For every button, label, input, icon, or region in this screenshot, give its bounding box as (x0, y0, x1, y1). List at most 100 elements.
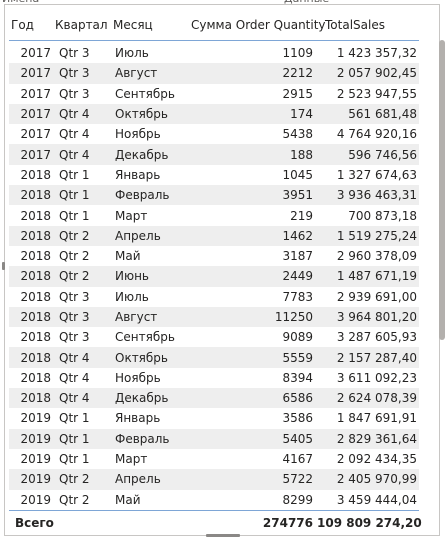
cell-quarter: Qtr 2 (53, 469, 111, 490)
cell-order-quantity: 3951 (191, 185, 315, 206)
cell-total-sales: 1 327 674,63 (336, 167, 417, 182)
cell-order-quantity: 3586 (282, 411, 313, 426)
cell-quarter: Qtr 4 (53, 388, 111, 409)
cell-order-quantity: 5405 (191, 428, 315, 449)
table-row[interactable]: 2018 Qtr 4 Октябрь 5559 2 157 287,40 (9, 347, 419, 368)
cell-year: 2018 (9, 185, 53, 206)
table-row[interactable]: 2018 Qtr 1 Март 219 700 873,18 (9, 205, 419, 225)
cell-quarter: Qtr 2 (53, 225, 111, 246)
cell-month: Август (111, 306, 191, 328)
table-row[interactable]: 2018 Qtr 2 Июнь 2449 1 487 671,19 (9, 266, 419, 287)
cell-total-sales: 2 624 078,39 (315, 388, 419, 409)
cell-total-sales: 2 057 902,45 (315, 63, 419, 84)
vertical-scrollbar[interactable] (439, 40, 445, 340)
cell-month: Декабрь (111, 388, 191, 409)
cell-month: Ноябрь (115, 127, 161, 142)
cell-year: 2018 (9, 388, 53, 409)
cell-year: 2017 (9, 144, 53, 165)
cell-total-sales: 700 873,18 (348, 208, 417, 223)
cell-month: Март (115, 452, 148, 467)
table-row[interactable]: 2018 Qtr 2 Апрель 1462 1 519 275,24 (9, 225, 419, 246)
cell-quarter: Qtr 3 (59, 289, 90, 304)
cell-quarter: Qtr 1 (59, 411, 90, 426)
table-row[interactable]: 2018 Qtr 1 Январь 1045 1 327 674,63 (9, 165, 419, 185)
cell-total-sales: 3 964 801,20 (315, 306, 419, 328)
table-row[interactable]: 2019 Qtr 2 Апрель 5722 2 405 970,99 (9, 469, 419, 490)
cell-month: Январь (115, 411, 161, 426)
table-row[interactable]: 2017 Qtr 3 Сентябрь 2915 2 523 947,55 (9, 84, 419, 104)
table-row[interactable]: 2018 Qtr 2 Май 3187 2 960 378,09 (9, 246, 419, 266)
cell-month: Май (115, 492, 141, 507)
cell-order-quantity: 5438 (282, 127, 313, 142)
cell-order-quantity: 4167 (282, 452, 313, 467)
table-body: 2017 Qtr 3 Июль 1109 1 423 357,32 2017 Qtr 3 Ав… (9, 41, 419, 511)
cell-month: Декабрь (111, 144, 191, 165)
column-header-month[interactable]: Месяц (111, 10, 191, 41)
cell-quarter: Qtr 4 (59, 370, 90, 385)
cell-month: Октябрь (111, 103, 191, 125)
table-row[interactable]: 2017 Qtr 4 Ноябрь 5438 4 764 920,16 (9, 124, 419, 144)
cell-quarter: Qtr 3 (59, 46, 90, 61)
cell-year: 2018 (20, 167, 51, 182)
cell-order-quantity: 5722 (191, 469, 315, 490)
cell-year: 2017 (9, 63, 53, 84)
table-row[interactable]: 2018 Qtr 3 Сентябрь 9089 3 287 605,93 (9, 327, 419, 347)
left-resize-handle[interactable] (2, 262, 5, 270)
cell-year: 2019 (9, 428, 53, 449)
cell-year: 2017 (20, 127, 51, 142)
totals-quantity: 274776 (191, 509, 315, 535)
table-row[interactable]: 2019 Qtr 1 Январь 3586 1 847 691,91 (9, 408, 419, 428)
cell-year: 2019 (20, 492, 51, 507)
totals-row: Всего 274776 109 809 274,20 (9, 509, 422, 535)
totals-empty-cell (53, 509, 111, 535)
cell-month: Июнь (111, 266, 191, 287)
cell-total-sales: 596 746,56 (315, 144, 419, 165)
cell-quarter: Qtr 3 (59, 86, 90, 101)
cell-month: Июль (115, 289, 149, 304)
cell-order-quantity: 1109 (282, 46, 313, 61)
column-header-total-sales[interactable]: TotalSales (315, 10, 419, 41)
cell-order-quantity: 9089 (282, 330, 313, 345)
bottom-resize-handle[interactable] (206, 534, 240, 537)
cell-total-sales: 2 939 691,00 (336, 289, 417, 304)
cell-month: Февраль (111, 185, 191, 206)
table-row[interactable]: 2017 Qtr 3 Август 2212 2 057 902,45 (9, 63, 419, 84)
cell-year: 2019 (20, 411, 51, 426)
column-header-order-quantity[interactable]: Сумма Order Quantity (191, 10, 326, 41)
cell-month: Июль (115, 46, 149, 61)
cell-quarter: Qtr 2 (59, 249, 90, 264)
table-row[interactable]: 2018 Qtr 4 Ноябрь 8394 3 611 092,23 (9, 368, 419, 388)
cell-order-quantity: 6586 (191, 388, 315, 409)
table-row[interactable]: 2018 Qtr 1 Февраль 3951 3 936 463,31 (9, 185, 419, 206)
cell-month: Ноябрь (115, 370, 161, 385)
table-row[interactable]: 2019 Qtr 2 Май 8299 3 459 444,04 (9, 490, 419, 511)
table-row[interactable]: 2019 Qtr 1 Февраль 5405 2 829 361,64 (9, 428, 419, 449)
names-label: Имена (2, 0, 39, 5)
cell-order-quantity: 8299 (282, 492, 313, 507)
column-header-quarter[interactable]: Квартал (53, 10, 111, 41)
cell-year: 2017 (20, 86, 51, 101)
cell-total-sales: 3 287 605,93 (336, 330, 417, 345)
cell-month: Февраль (111, 428, 191, 449)
cell-month: Август (111, 63, 191, 84)
cell-total-sales: 3 459 444,04 (336, 492, 417, 507)
cell-month: Сентябрь (115, 86, 175, 101)
cell-month: Сентябрь (115, 330, 175, 345)
table-row[interactable]: 2017 Qtr 3 Июль 1109 1 423 357,32 (9, 41, 419, 64)
table-row[interactable]: 2017 Qtr 4 Октябрь 174 561 681,48 (9, 103, 419, 125)
cell-total-sales: 3 936 463,31 (315, 185, 419, 206)
table-row[interactable]: 2018 Qtr 4 Декабрь 6586 2 624 078,39 (9, 388, 419, 409)
cell-order-quantity: 174 (191, 103, 315, 125)
data-table: Год Квартал Месяц Сумма Order Quantity T… (9, 10, 422, 535)
cell-total-sales: 561 681,48 (315, 103, 419, 125)
cell-year: 2018 (9, 347, 53, 368)
table-row[interactable]: 2017 Qtr 4 Декабрь 188 596 746,56 (9, 144, 419, 165)
cell-quarter: Qtr 1 (53, 428, 111, 449)
column-header-year[interactable]: Год (9, 10, 53, 41)
cell-order-quantity: 5559 (191, 347, 315, 368)
table-row[interactable]: 2018 Qtr 3 Июль 7783 2 939 691,00 (9, 287, 419, 307)
table-row[interactable]: 2018 Qtr 3 Август 11250 3 964 801,20 (9, 306, 419, 328)
cell-total-sales: 2 157 287,40 (315, 347, 419, 368)
table-row[interactable]: 2019 Qtr 1 Март 4167 2 092 434,35 (9, 449, 419, 469)
cell-order-quantity: 1045 (282, 167, 313, 182)
